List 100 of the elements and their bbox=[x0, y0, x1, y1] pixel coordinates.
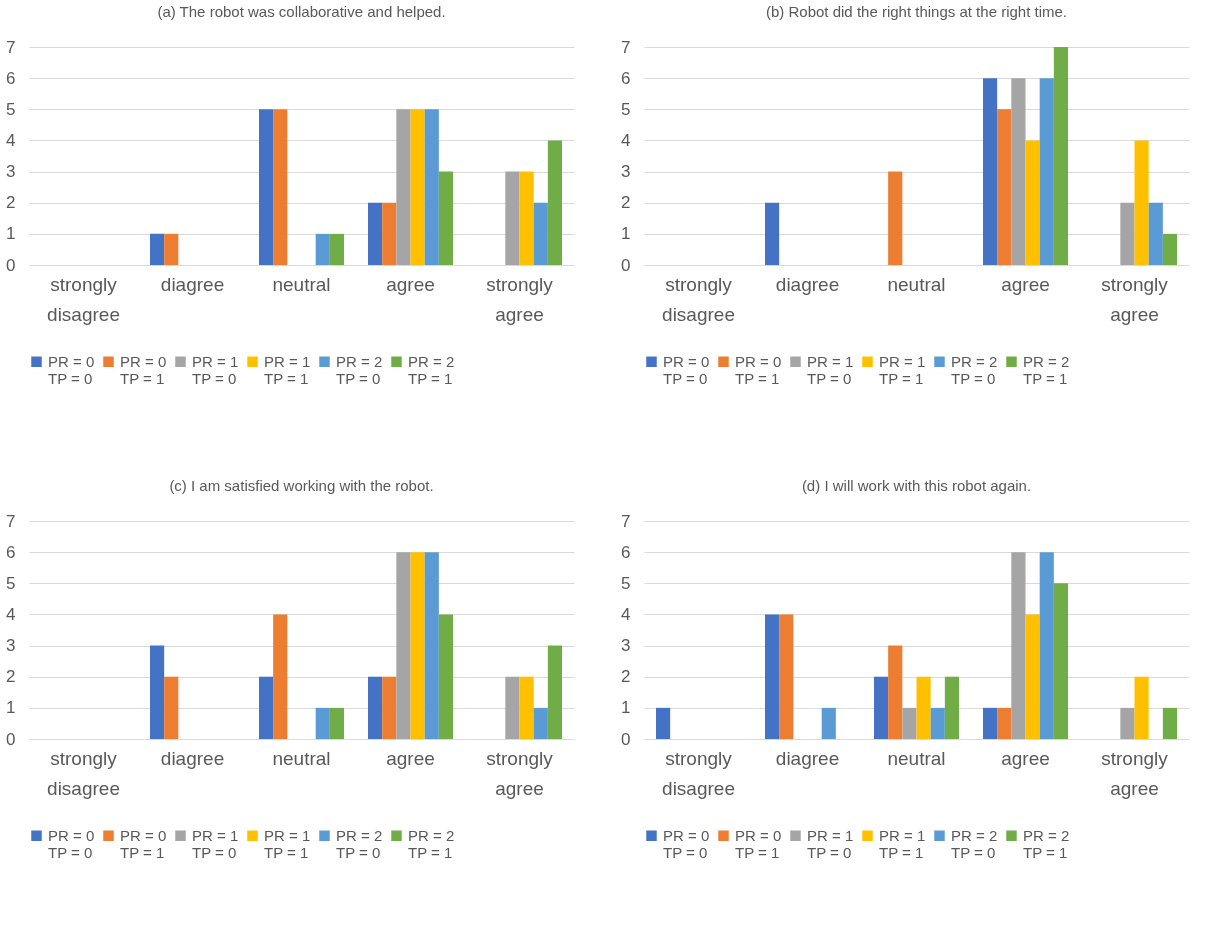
y-tick-label: 3 bbox=[621, 162, 631, 182]
y-tick-label: 5 bbox=[6, 573, 16, 593]
legend-label: PR = 2 TP = 0 bbox=[336, 352, 383, 387]
legend-label: PR = 0 TP = 0 bbox=[663, 352, 710, 387]
bar bbox=[258, 109, 274, 265]
y-tick-label: 1 bbox=[621, 698, 631, 718]
y-tick-label: 5 bbox=[621, 573, 631, 593]
bar bbox=[258, 676, 274, 739]
y-tick-label: 6 bbox=[6, 542, 16, 562]
chart-title: (b) Robot did the right things at the right time. bbox=[766, 3, 1067, 20]
bar bbox=[533, 202, 548, 265]
bar bbox=[410, 552, 425, 739]
bar bbox=[997, 707, 1012, 739]
bar bbox=[424, 552, 439, 739]
bar bbox=[149, 233, 165, 265]
legend-label: PR = 1 TP = 0 bbox=[192, 352, 239, 387]
bar bbox=[410, 109, 425, 265]
bar bbox=[367, 202, 383, 265]
y-tick-label: 6 bbox=[6, 68, 16, 88]
y-tick-label: 4 bbox=[621, 130, 631, 150]
legend-label: PR = 0 TP = 0 bbox=[48, 826, 95, 861]
legend-label: PR = 0 TP = 1 bbox=[735, 352, 782, 387]
y-tick-label: 1 bbox=[621, 224, 631, 244]
bar bbox=[382, 202, 397, 265]
bar bbox=[1134, 676, 1149, 739]
bar bbox=[424, 109, 439, 265]
bar bbox=[944, 676, 960, 739]
bar bbox=[764, 614, 780, 739]
bar bbox=[779, 614, 794, 739]
legend-label: PR = 1 TP = 1 bbox=[879, 352, 926, 387]
bar bbox=[888, 645, 903, 739]
bar bbox=[1120, 202, 1135, 265]
bar bbox=[382, 676, 397, 739]
legend-label: PR = 1 TP = 1 bbox=[879, 826, 926, 861]
x-tick-label: strongly agree bbox=[1101, 747, 1169, 799]
x-tick-label: strongly disagree bbox=[662, 747, 735, 799]
legend-label: PR = 2 TP = 0 bbox=[951, 826, 998, 861]
bar bbox=[273, 614, 288, 739]
y-tick-label: 6 bbox=[621, 542, 631, 562]
legend-label: PR = 0 TP = 0 bbox=[663, 826, 710, 861]
bar bbox=[1120, 707, 1135, 739]
chart-title: (c) I am satisfied working with the robot. bbox=[169, 477, 434, 494]
x-tick-label: diagree bbox=[160, 747, 225, 769]
x-tick-label: strongly agree bbox=[486, 273, 554, 325]
bar bbox=[1134, 140, 1149, 265]
bar bbox=[873, 676, 889, 739]
bar bbox=[1039, 78, 1054, 265]
bar bbox=[149, 645, 165, 739]
y-tick-label: 3 bbox=[6, 162, 16, 182]
bar bbox=[1011, 552, 1026, 739]
legend-label: PR = 1 TP = 1 bbox=[264, 826, 311, 861]
y-tick-label: 1 bbox=[6, 698, 16, 718]
bar bbox=[396, 109, 411, 265]
bar bbox=[367, 676, 383, 739]
bar bbox=[1162, 233, 1178, 265]
bar bbox=[164, 676, 179, 739]
bar bbox=[438, 614, 454, 739]
y-tick-label: 3 bbox=[621, 636, 631, 656]
chart-title: (a) The robot was collaborative and helped. bbox=[157, 3, 446, 20]
legend-label: PR = 2 TP = 0 bbox=[951, 352, 998, 387]
y-tick-label: 0 bbox=[6, 255, 16, 275]
legend-label: PR = 2 TP = 1 bbox=[1023, 352, 1070, 387]
x-tick-label: neutral bbox=[272, 747, 331, 769]
x-tick-label: diagree bbox=[775, 273, 840, 295]
bar bbox=[930, 707, 945, 739]
bar bbox=[519, 676, 534, 739]
y-tick-label: 5 bbox=[6, 99, 16, 119]
y-tick-label: 7 bbox=[6, 511, 16, 531]
legend-label: PR = 1 TP = 0 bbox=[192, 826, 239, 861]
x-tick-label: strongly agree bbox=[486, 747, 554, 799]
y-tick-label: 7 bbox=[6, 37, 16, 57]
bar bbox=[1053, 47, 1069, 265]
x-tick-label: strongly agree bbox=[1101, 273, 1169, 325]
legend-label: PR = 2 TP = 1 bbox=[1023, 826, 1070, 861]
bar bbox=[821, 707, 836, 739]
legend-label: PR = 1 TP = 0 bbox=[807, 826, 854, 861]
y-tick-label: 6 bbox=[621, 68, 631, 88]
legend-label: PR = 0 TP = 1 bbox=[120, 826, 167, 861]
y-tick-label: 2 bbox=[621, 667, 631, 687]
bar bbox=[902, 707, 917, 739]
bar bbox=[533, 707, 548, 739]
x-tick-label: agree bbox=[1001, 747, 1050, 769]
bar bbox=[547, 645, 563, 739]
y-tick-label: 0 bbox=[621, 255, 631, 275]
legend-label: PR = 1 TP = 1 bbox=[264, 352, 311, 387]
y-tick-label: 2 bbox=[621, 193, 631, 213]
bar bbox=[505, 676, 520, 739]
y-tick-label: 2 bbox=[6, 193, 16, 213]
bar bbox=[982, 707, 998, 739]
bar bbox=[764, 202, 780, 265]
bar bbox=[329, 233, 345, 265]
y-tick-label: 4 bbox=[6, 130, 16, 150]
x-tick-label: diagree bbox=[160, 273, 225, 295]
bar bbox=[888, 171, 903, 265]
bar bbox=[396, 552, 411, 739]
bar bbox=[1039, 552, 1054, 739]
legend-label: PR = 2 TP = 1 bbox=[408, 352, 455, 387]
bar bbox=[547, 140, 563, 265]
bar bbox=[1053, 583, 1069, 739]
bar bbox=[1162, 707, 1178, 739]
